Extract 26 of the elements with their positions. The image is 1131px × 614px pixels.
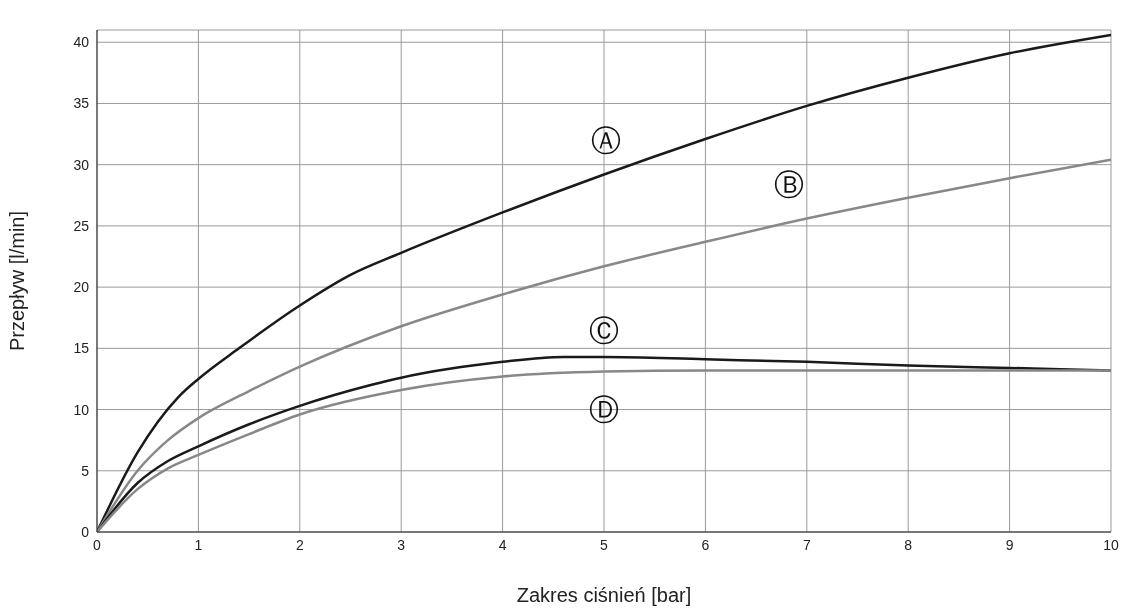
x-tick-label: 10 [1103,536,1119,553]
y-tick-label: 20 [73,279,90,296]
y-tick-label: 5 [81,462,90,479]
series-label: Ⓓ [589,392,619,428]
x-tick-label: 3 [397,536,406,553]
x-tick-label: 0 [93,536,102,553]
series-label: Ⓑ [773,167,804,203]
y-tick-label: 0 [81,523,90,540]
x-tick-label: 6 [701,536,710,553]
x-tick-label: 7 [802,536,811,553]
y-tick-label: 15 [73,340,90,357]
y-tick-label: 40 [73,34,90,51]
y-tick-label: 10 [73,401,90,418]
y-tick-label: 35 [73,95,90,112]
y-tick-label: 25 [73,217,90,234]
x-tick-label: 2 [295,536,304,553]
x-tick-label: 5 [600,536,609,553]
x-tick-label: 4 [498,536,507,553]
series-label: Ⓒ [589,313,619,349]
series-label: Ⓐ [591,122,621,158]
x-axis-title: Zakres ciśnień [bar] [516,584,692,606]
y-axis-title: Przepływ [l/min] [6,210,29,352]
x-tick-label: 8 [904,536,913,553]
x-tick-label: 1 [194,536,203,553]
x-tick-label: 9 [1005,536,1014,553]
y-tick-label: 30 [73,156,90,173]
